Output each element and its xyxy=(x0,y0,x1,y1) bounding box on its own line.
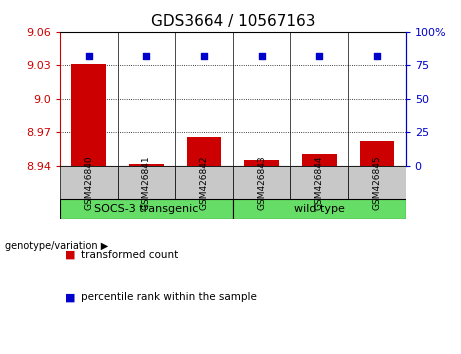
Bar xyxy=(71,64,106,166)
Text: GSM426841: GSM426841 xyxy=(142,155,151,210)
Text: transformed count: transformed count xyxy=(81,250,178,260)
Point xyxy=(142,53,150,59)
Text: ■: ■ xyxy=(65,292,75,302)
Text: SOCS-3 transgenic: SOCS-3 transgenic xyxy=(94,204,199,214)
Text: genotype/variation ▶: genotype/variation ▶ xyxy=(5,241,108,251)
Bar xyxy=(233,166,290,199)
Bar xyxy=(348,166,406,199)
Bar xyxy=(118,166,175,199)
Bar xyxy=(187,137,221,166)
Bar xyxy=(302,154,337,166)
Text: GSM426840: GSM426840 xyxy=(84,155,93,210)
Text: GSM426843: GSM426843 xyxy=(257,155,266,210)
Point xyxy=(373,53,381,59)
Text: GSM426844: GSM426844 xyxy=(315,155,324,210)
Bar xyxy=(129,164,164,166)
Title: GDS3664 / 10567163: GDS3664 / 10567163 xyxy=(151,14,315,29)
Point xyxy=(85,53,92,59)
Text: GSM426845: GSM426845 xyxy=(372,155,381,210)
Bar xyxy=(175,166,233,199)
Point xyxy=(258,53,266,59)
Bar xyxy=(244,160,279,166)
Text: percentile rank within the sample: percentile rank within the sample xyxy=(81,292,257,302)
Text: ■: ■ xyxy=(65,250,75,260)
Bar xyxy=(360,141,394,166)
Point xyxy=(315,53,323,59)
Bar xyxy=(233,199,406,219)
Bar xyxy=(60,166,118,199)
Text: wild type: wild type xyxy=(294,204,345,214)
Point xyxy=(200,53,207,59)
Bar xyxy=(290,166,348,199)
Text: GSM426842: GSM426842 xyxy=(200,155,208,210)
Bar xyxy=(60,199,233,219)
